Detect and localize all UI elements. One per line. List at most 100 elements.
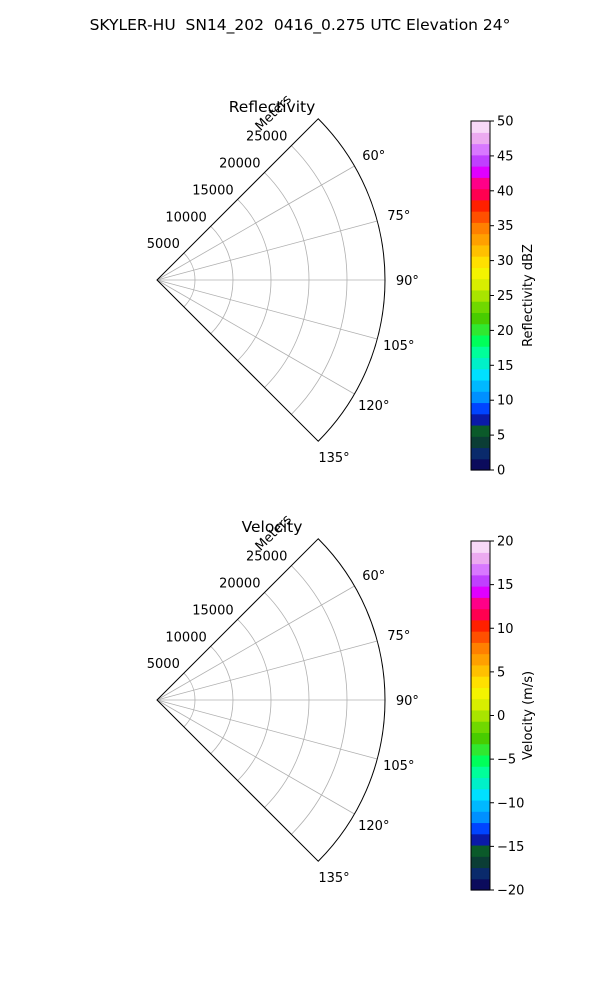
colorbar-label: Reflectivity dBZ [521, 244, 536, 347]
azimuth-spoke [156, 220, 378, 281]
colorbar-swatch [471, 256, 490, 268]
colorbar-swatch [471, 379, 490, 392]
colorbar-swatch [471, 574, 490, 587]
range-tick-label: 25000 [246, 130, 287, 145]
colorbar-swatch [471, 211, 490, 223]
colorbar-tick-label: 10 [497, 394, 514, 409]
theta-tick-label: 135° [318, 451, 349, 466]
colorbar-swatch [471, 312, 490, 325]
colorbar-tick-label: 25 [497, 289, 514, 304]
colorbar-swatch [471, 743, 490, 756]
colorbar-swatch [471, 698, 490, 711]
colorbar-swatch [471, 687, 490, 700]
theta-tick-label: 105° [383, 759, 414, 774]
theta-tick-label: 60° [362, 149, 385, 164]
colorbar-swatch [471, 766, 490, 779]
colorbar-swatch [471, 754, 490, 767]
figure-title: SKYLER-HU SN14_202 0416_0.275 UTC Elevat… [89, 16, 511, 34]
polar-grid [156, 565, 385, 862]
velocity-panel: 60° 75° 90° 105° 120° 135° 5000 10000 15000 20000… [147, 512, 536, 898]
colorbar-swatch [471, 244, 490, 257]
colorbar-swatch [471, 856, 490, 869]
colorbar-tick-label: −15 [497, 840, 524, 855]
colorbar-swatch [471, 267, 490, 280]
colorbar-swatch [471, 619, 490, 632]
colorbar-tick-label: 20 [497, 324, 514, 339]
colorbar-tick-label: −20 [497, 884, 524, 899]
colorbar-swatch [471, 323, 490, 336]
colorbar-tick-label: 0 [497, 464, 505, 479]
colorbar-swatch [471, 334, 490, 347]
colorbar-swatch [471, 732, 490, 745]
theta-tick-label: 75° [387, 629, 410, 644]
range-tick-label: 15000 [192, 603, 233, 618]
colorbar-tick-label: 15 [497, 578, 514, 593]
colorbar-swatch [471, 458, 490, 471]
colorbar-swatch [471, 867, 490, 880]
panel-title: Reflectivity [229, 98, 316, 116]
colorbar-swatch [471, 721, 490, 733]
range-tick-label: 15000 [192, 183, 233, 198]
range-tick-label: 20000 [219, 577, 260, 592]
theta-tick-label: 105° [383, 339, 414, 354]
colorbar-swatch [471, 799, 490, 812]
colorbar-swatch [471, 278, 490, 291]
azimuth-spoke [156, 699, 378, 760]
sector-frame [156, 118, 386, 442]
range-tick-label: 20000 [219, 157, 260, 172]
range-tick-label: 5000 [147, 657, 180, 672]
colorbar-swatch [471, 222, 490, 235]
colorbar-swatch [471, 597, 490, 610]
colorbar-swatch [471, 413, 490, 426]
azimuth-spoke [156, 585, 355, 701]
colorbar-swatch [471, 447, 490, 460]
theta-tick-label: 120° [358, 819, 389, 834]
colorbar-swatch [471, 664, 490, 677]
range-tick-label: 25000 [246, 550, 287, 565]
colorbar-tick-label: 20 [497, 535, 514, 550]
colorbar-swatch [471, 402, 490, 415]
azimuth-spoke [156, 279, 355, 395]
colorbar-swatch [471, 608, 490, 621]
theta-tick-label: 75° [387, 209, 410, 224]
colorbar-tick-label: −5 [497, 753, 516, 768]
colorbar-swatch [471, 391, 490, 404]
azimuth-spoke [156, 699, 355, 815]
colorbar-tick-label: 40 [497, 184, 514, 199]
colorbar-swatch [471, 368, 490, 381]
colorbar: −20 −15 −10 −5 0 5 10 15 20 Velocity (m/s) [470, 535, 536, 899]
colorbar-tick-label: 35 [497, 219, 514, 234]
colorbar-swatch [471, 301, 490, 313]
theta-tick-label: 90° [396, 694, 419, 709]
theta-tick-label: 135° [318, 871, 349, 886]
range-tick-label: 10000 [165, 630, 206, 645]
colorbar-swatch [471, 177, 490, 190]
theta-tick-label: 90° [396, 274, 419, 289]
colorbar-label: Velocity (m/s) [521, 671, 536, 760]
colorbar-swatch [471, 586, 490, 598]
theta-tick-label: 120° [358, 399, 389, 414]
colorbar-swatch [471, 541, 490, 553]
colorbar-swatch [471, 154, 490, 167]
colorbar-swatch [471, 777, 490, 790]
colorbar-swatch [471, 199, 490, 212]
colorbar-tick-label: −10 [497, 796, 524, 811]
colorbar-swatch [471, 653, 490, 666]
colorbar-swatch [471, 811, 490, 824]
panel-title: Velocity [242, 518, 303, 536]
colorbar-tick-label: 5 [497, 665, 505, 680]
colorbar-swatch [471, 143, 490, 156]
range-tick-label: 10000 [165, 210, 206, 225]
colorbar-tick-label: 30 [497, 254, 514, 269]
colorbar-swatch [471, 563, 490, 576]
sector-frame [156, 538, 386, 862]
colorbar-swatch [471, 121, 490, 133]
colorbar-swatch [471, 357, 490, 370]
colorbar-swatch [471, 436, 490, 449]
colorbar-swatch [471, 631, 490, 643]
colorbar-tick-label: 15 [497, 359, 514, 374]
colorbar-swatch [471, 788, 490, 801]
colorbar-swatch [471, 642, 490, 655]
colorbar-swatch [471, 844, 490, 857]
